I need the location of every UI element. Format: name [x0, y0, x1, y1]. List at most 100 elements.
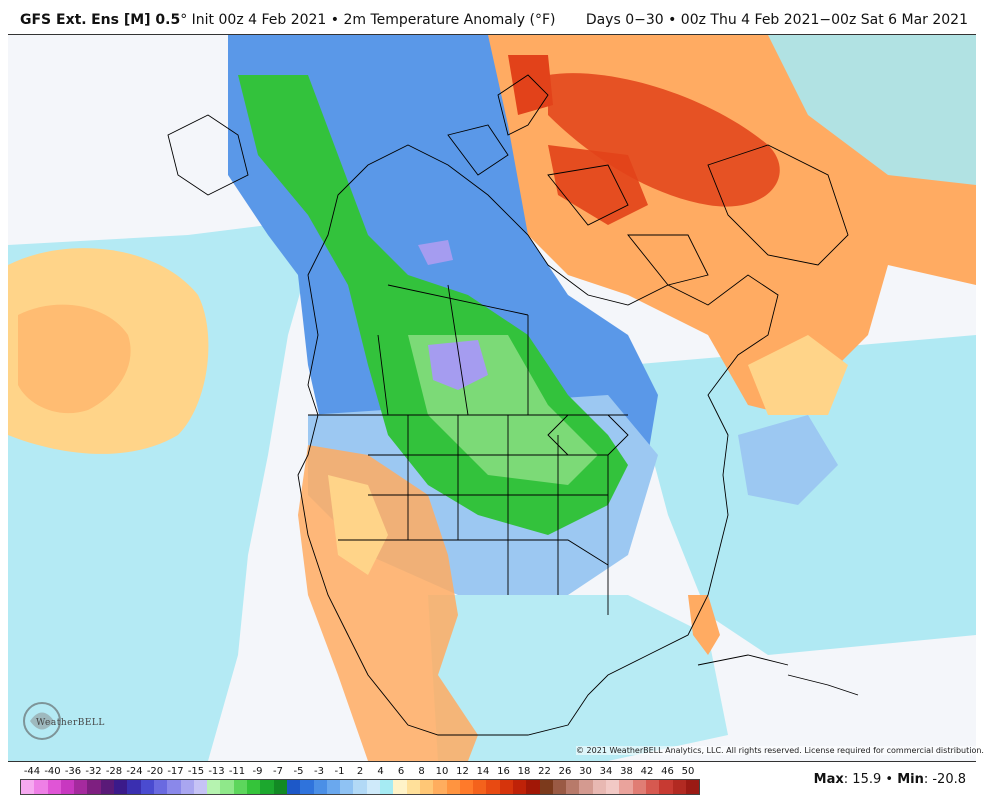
colorbar-tick-label: -1 — [334, 766, 345, 777]
colorbar-tick-label: 2 — [356, 766, 364, 777]
colorbar-tick-label: 50 — [681, 766, 695, 777]
us-mexico-border — [338, 539, 609, 566]
map-title: GFS Ext. Ens [M] 0.5° Init 00z 4 Feb 202… — [20, 12, 555, 28]
colorbar-tick-label: -32 — [85, 766, 102, 777]
min-label: Min — [897, 772, 924, 787]
southwest-pale-warm — [328, 475, 388, 575]
colorbar-swatch — [433, 780, 447, 794]
colorbar-tick-label: -44 — [23, 766, 41, 777]
colorbar-swatch — [100, 780, 115, 794]
greenland-outline — [707, 144, 849, 266]
colorbar-swatch — [645, 780, 660, 794]
colorbar-swatch — [74, 780, 88, 794]
colorbar-swatch — [619, 780, 633, 794]
colorbar-swatch — [566, 780, 580, 794]
greenland-hot-core — [548, 73, 780, 207]
florida-warm — [688, 595, 720, 655]
colorbar-swatch — [220, 780, 234, 794]
colorbar-tick-label: -36 — [64, 766, 82, 777]
colorbar-swatch — [47, 780, 61, 794]
colorbar-tick-label: 14 — [476, 766, 490, 777]
province-borders — [377, 284, 529, 416]
colorbar-swatch — [207, 780, 221, 794]
colorbar-tick-label: -3 — [314, 766, 324, 777]
colorbar-swatch — [512, 780, 527, 794]
gulf-light-blue — [428, 595, 728, 761]
colorbar-swatch — [21, 780, 35, 794]
arctic-light-blue — [768, 35, 976, 185]
coldest-lavender — [428, 340, 488, 390]
colorbar-tick-label: 30 — [579, 766, 592, 777]
pacific-warm-core — [18, 304, 131, 414]
colorbar-swatch — [260, 780, 274, 794]
colorbar-swatch — [685, 780, 700, 794]
colorbar-tick-label: -24 — [126, 766, 143, 777]
colorbar-tick-label: -5 — [293, 766, 304, 777]
colorbar-swatch — [473, 780, 487, 794]
labrador-warm — [748, 335, 848, 415]
colorbar-swatch — [247, 780, 261, 794]
colorbar-swatches — [20, 779, 700, 795]
colorbar-tick-label: 4 — [377, 766, 384, 777]
colorbar-swatch — [632, 780, 646, 794]
field-name: • 2m Temperature Anomaly (°F) — [326, 12, 556, 28]
colorbar-swatch — [286, 780, 301, 794]
init-time: ° Init 00z 4 Feb 2021 — [180, 12, 327, 28]
colorbar-tick-label: 16 — [497, 766, 510, 777]
colorbar-tick-label: 22 — [538, 766, 551, 777]
colorbar-swatch — [526, 780, 540, 794]
colorbar-swatch — [406, 780, 420, 794]
colorbar-swatch — [153, 780, 168, 794]
colorbar-swatch — [552, 780, 567, 794]
colorbar-swatch — [486, 780, 500, 794]
colorbar-labels: -44 -40 -36 -32 -28 -24 -20 -17 -15 -13 -11 -9 -7 -5-… — [20, 766, 700, 778]
atlantic-blue-patch — [738, 415, 838, 505]
colorbar-swatch — [606, 780, 620, 794]
colorbar-tick-label: 6 — [397, 766, 405, 777]
colorbar-swatch — [380, 780, 394, 794]
colorbar-swatch — [672, 780, 686, 794]
colorbar-swatch — [180, 780, 194, 794]
colorbar-swatch — [393, 780, 407, 794]
colorbar-swatch — [233, 780, 248, 794]
arctic-islands — [447, 74, 709, 286]
colorbar-tick-label: 26 — [558, 766, 572, 777]
colorbar-swatch — [60, 780, 75, 794]
max-label: Max — [813, 772, 844, 787]
colorbar-swatch — [579, 780, 593, 794]
max-min-stats: Max: 15.9 • Min: -20.8 — [814, 772, 966, 787]
colorbar-swatch — [446, 780, 460, 794]
colorbar-swatch — [300, 780, 314, 794]
colorbar-tick-label: -15 — [187, 766, 205, 777]
colorbar-swatch — [127, 780, 141, 794]
caribbean-islands — [697, 654, 859, 696]
colorbar-swatch — [419, 780, 434, 794]
colorbar-swatch — [353, 780, 367, 794]
colorbar-tick-label: -20 — [146, 766, 164, 777]
baffin-hot-spot — [548, 145, 648, 225]
max-value: : 15.9 — [843, 772, 882, 787]
colorbar-tick-label: -17 — [167, 766, 184, 777]
colorbar-swatch — [592, 780, 607, 794]
weatherbell-logo — [23, 702, 61, 740]
map-canvas — [8, 35, 976, 761]
colorbar-tick-label: 46 — [661, 766, 674, 777]
colorbar-tick-label: -9 — [252, 766, 263, 777]
colorbar-tick-label: 18 — [517, 766, 531, 777]
colorbar-swatch — [659, 780, 673, 794]
colorbar-tick-label: -7 — [273, 766, 283, 777]
colorbar-swatch — [313, 780, 327, 794]
alaska-outline — [167, 114, 249, 196]
min-value: : -20.8 — [923, 772, 966, 787]
colorbar-swatch — [87, 780, 101, 794]
colorbar-swatch — [193, 780, 208, 794]
colorbar-tick-label: 42 — [640, 766, 654, 777]
state-borders — [368, 415, 609, 615]
colorbar-swatch — [340, 780, 354, 794]
colorbar-swatch — [34, 780, 48, 794]
colorbar-tick-label: -11 — [228, 766, 246, 777]
colorbar-tick-label: 8 — [418, 766, 425, 777]
colorbar-swatch — [140, 780, 154, 794]
colorbar-swatch — [499, 780, 513, 794]
colorbar-swatch — [366, 780, 381, 794]
